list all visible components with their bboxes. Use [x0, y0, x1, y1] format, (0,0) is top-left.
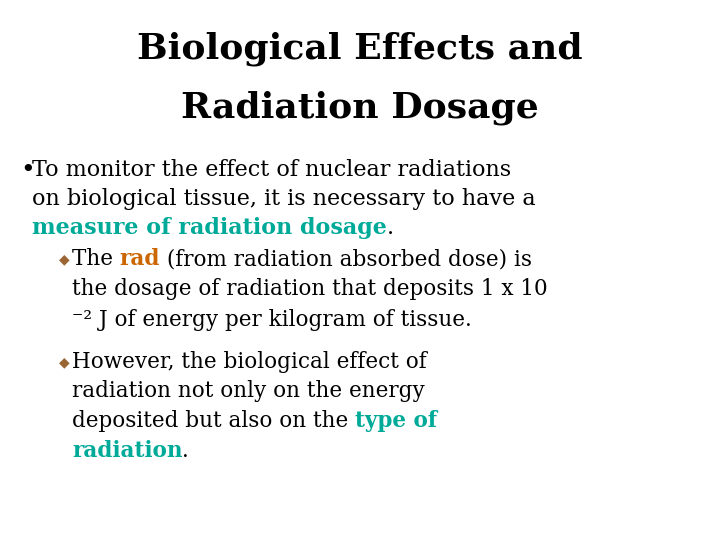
Text: type of: type of: [355, 410, 437, 432]
Text: •: •: [20, 159, 35, 181]
Text: Radiation Dosage: Radiation Dosage: [181, 91, 539, 125]
Text: radiation: radiation: [72, 440, 182, 462]
Text: .: .: [182, 440, 189, 462]
Text: (from radiation absorbed dose) is: (from radiation absorbed dose) is: [161, 248, 532, 270]
Text: .: .: [387, 217, 395, 239]
Text: Biological Effects and: Biological Effects and: [138, 31, 582, 66]
Text: ◆: ◆: [59, 355, 70, 369]
Text: The: The: [72, 248, 120, 270]
Text: However, the biological effect of: However, the biological effect of: [72, 351, 427, 373]
Text: ⁻² J of energy per kilogram of tissue.: ⁻² J of energy per kilogram of tissue.: [72, 309, 472, 330]
Text: ◆: ◆: [59, 252, 70, 266]
Text: the dosage of radiation that deposits 1 x 10: the dosage of radiation that deposits 1 …: [72, 278, 548, 300]
Text: radiation not only on the energy: radiation not only on the energy: [72, 381, 425, 402]
Text: rad: rad: [120, 248, 161, 270]
Text: To monitor the effect of nuclear radiations: To monitor the effect of nuclear radiati…: [32, 159, 511, 181]
Text: deposited but also on the: deposited but also on the: [72, 410, 355, 432]
Text: on biological tissue, it is necessary to have a: on biological tissue, it is necessary to…: [32, 188, 536, 210]
Text: measure of radiation dosage: measure of radiation dosage: [32, 217, 387, 239]
